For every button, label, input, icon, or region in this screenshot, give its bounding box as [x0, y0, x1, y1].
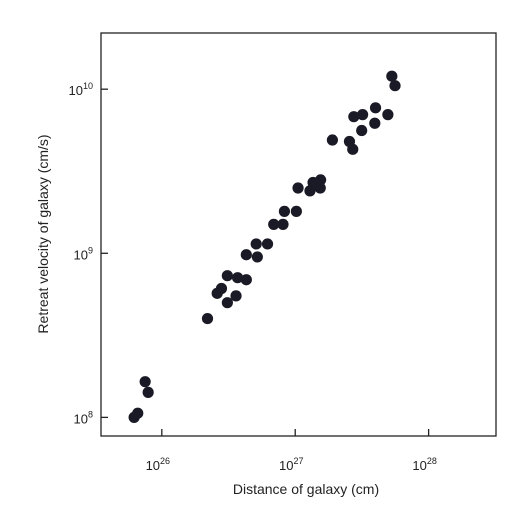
- data-point: [277, 218, 289, 230]
- data-point: [369, 117, 381, 129]
- data-point: [369, 102, 382, 114]
- axis-tick-labels: 1026 1027 1028 108 109 1010: [69, 81, 437, 473]
- data-point: [348, 111, 360, 123]
- x-tick-label: 1028: [412, 456, 436, 473]
- data-point: [326, 134, 339, 146]
- data-point: [132, 407, 144, 419]
- data-point: [356, 124, 368, 137]
- axis-ticks: [101, 88, 430, 436]
- data-point: [382, 109, 394, 121]
- y-tick-label: 108: [74, 409, 93, 426]
- data-point: [240, 274, 252, 286]
- y-axis-title: Retreat velocity of galaxy (cm/s): [35, 134, 51, 333]
- data-point: [278, 205, 291, 217]
- data-point: [268, 218, 280, 230]
- data-point: [215, 282, 228, 295]
- data-point: [240, 249, 252, 261]
- data-point: [389, 80, 401, 92]
- data-point: [232, 272, 244, 284]
- data-point: [347, 143, 359, 155]
- data-point: [315, 174, 327, 186]
- data-point: [142, 386, 154, 398]
- data-point: [201, 312, 214, 325]
- data-point: [221, 297, 233, 309]
- data-point: [357, 109, 369, 121]
- data-point: [314, 182, 326, 194]
- data-point: [221, 270, 233, 282]
- data-point: [290, 205, 302, 217]
- data-point: [261, 238, 274, 250]
- x-tick-label: 1026: [146, 456, 170, 473]
- data-point: [250, 238, 262, 250]
- data-point: [251, 251, 263, 263]
- data-point: [139, 376, 151, 388]
- data-point: [292, 182, 304, 194]
- y-tick-label: 109: [74, 245, 93, 262]
- data-points: [128, 70, 401, 423]
- data-point: [230, 290, 242, 302]
- data-point: [386, 70, 398, 82]
- y-tick-label: 1010: [69, 81, 93, 98]
- plot-frame: [100, 32, 497, 437]
- x-tick-label: 1027: [279, 456, 303, 473]
- x-axis-title: Distance of galaxy (cm): [233, 481, 379, 497]
